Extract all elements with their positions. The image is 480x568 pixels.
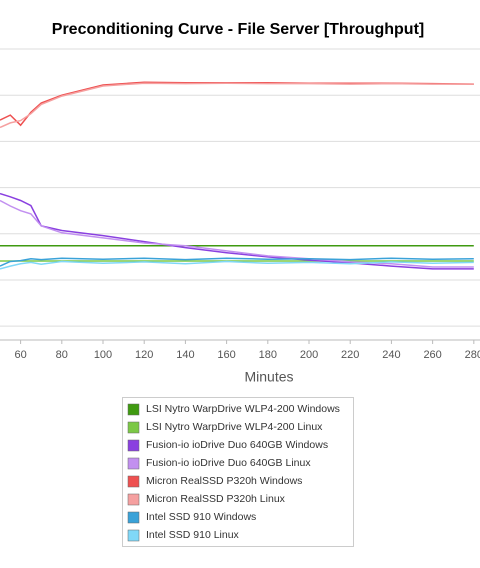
x-tick-label: 180 [259, 349, 277, 361]
x-tick-label: 60 [14, 349, 26, 361]
legend-label: Fusion-io ioDrive Duo 640GB Windows [146, 439, 328, 451]
legend-label: Micron RealSSD P320h Linux [146, 493, 286, 505]
x-tick-label: 140 [176, 349, 194, 361]
x-tick-label: 160 [217, 349, 235, 361]
legend-label: Intel SSD 910 Windows [146, 511, 256, 523]
x-tick-label: 80 [56, 349, 68, 361]
legend-label: Intel SSD 910 Linux [146, 529, 240, 541]
x-axis-label: Minutes [244, 369, 293, 385]
legend-swatch [127, 475, 140, 488]
legend-swatch [127, 529, 140, 542]
legend-swatch [127, 439, 140, 452]
legend-swatch [127, 403, 140, 416]
x-tick-label: 280 [465, 349, 480, 361]
chart-title: Preconditioning Curve - File Server [Thr… [52, 21, 424, 38]
x-tick-label: 220 [341, 349, 359, 361]
x-tick-label: 200 [300, 349, 318, 361]
legend-label: Fusion-io ioDrive Duo 640GB Linux [146, 457, 311, 469]
legend-swatch [127, 421, 140, 434]
series-line [0, 82, 474, 129]
series-line [0, 257, 474, 267]
legend-swatch [127, 493, 140, 506]
legend-label: LSI Nytro WarpDrive WLP4-200 Linux [146, 421, 323, 433]
legend-box [122, 397, 354, 547]
legend-label: LSI Nytro WarpDrive WLP4-200 Windows [146, 403, 340, 415]
legend-swatch [127, 457, 140, 470]
x-tick-label: 120 [135, 349, 153, 361]
series-line [0, 192, 474, 270]
legend-label: Micron RealSSD P320h Windows [146, 475, 302, 487]
x-tick-label: 240 [382, 349, 400, 361]
x-tick-label: 260 [423, 349, 441, 361]
x-tick-label: 100 [94, 349, 112, 361]
series-line [0, 81, 474, 127]
legend-swatch [127, 511, 140, 524]
series-line [0, 260, 474, 270]
